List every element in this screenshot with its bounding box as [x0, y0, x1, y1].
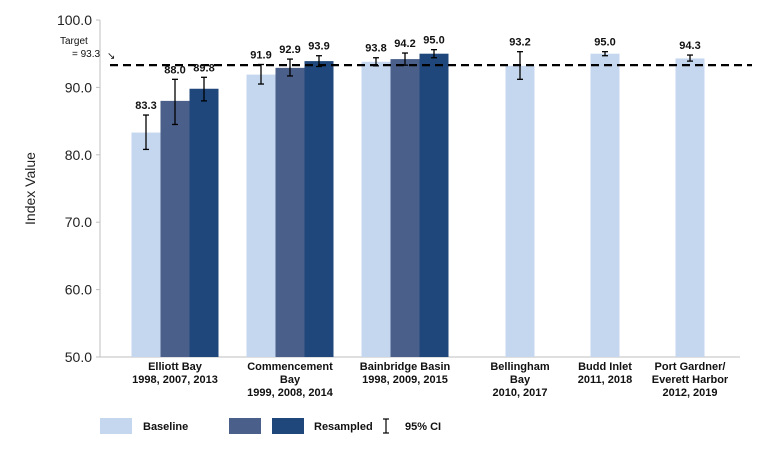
legend-swatch-resampled-2: [272, 418, 304, 434]
bar-resampled2: [419, 53, 449, 357]
legend-label-baseline: Baseline: [143, 421, 188, 433]
category-label: Budd Inlet 2011, 2018: [578, 361, 632, 386]
target-label: Target: [60, 36, 88, 47]
bar-baseline: [590, 53, 620, 357]
bar-baseline: [131, 132, 161, 357]
bar-baseline: [361, 61, 391, 358]
y-tick-label: 100.0: [57, 12, 92, 28]
bar-resampled2: [304, 61, 334, 357]
category-label: Elliott Bay 1998, 2007, 2013: [132, 361, 218, 386]
y-tick-label: 90.0: [65, 79, 92, 95]
category-label-line: Bainbridge Basin: [360, 361, 451, 373]
category-label-line: Elliott Bay: [148, 361, 203, 373]
data-label: 88.0: [164, 64, 185, 76]
data-label: 93.2: [509, 37, 530, 49]
legend-label-ci: 95% CI: [405, 421, 441, 433]
category-label: Commencement Bay 1999, 2008, 2014: [247, 361, 334, 399]
category-label-line: Bay: [280, 374, 301, 386]
category-label-line: Bellingham: [490, 361, 550, 373]
bar-resampled1: [160, 100, 190, 357]
category-label: Bellingham Bay 2010, 2017: [490, 361, 550, 399]
data-label: 94.3: [679, 40, 700, 52]
data-label: 95.0: [423, 35, 444, 47]
data-label: 83.3: [135, 100, 156, 112]
category-label-line: 1998, 2009, 2015: [362, 374, 448, 386]
category-label: Port Gardner/Everett Harbor 2012, 2019: [652, 361, 729, 399]
bar-baseline: [675, 58, 705, 357]
category-label-line: 2012, 2019: [662, 387, 717, 399]
data-label: 93.9: [308, 41, 329, 53]
category-label-line: 2011, 2018: [578, 374, 632, 386]
target-arrow-icon: ↘: [107, 51, 115, 62]
category-label-line: Budd Inlet: [578, 361, 632, 373]
category-label-line: Port Gardner/: [655, 361, 726, 373]
category-label: Bainbridge Basin 1998, 2009, 2015: [360, 361, 451, 386]
category-label-line: Bay: [510, 374, 531, 386]
bar-resampled1: [275, 67, 305, 357]
y-tick-label: 60.0: [65, 282, 92, 298]
y-tick-label: 80.0: [65, 147, 92, 163]
category-label-line: Commencement: [247, 361, 333, 373]
legend-swatch-baseline: [100, 418, 132, 434]
data-label: 89.8: [193, 62, 214, 74]
data-label: 95.0: [594, 37, 615, 49]
legend-swatch-resampled-1: [229, 418, 261, 434]
category-label-line: 2010, 2017: [492, 387, 547, 399]
data-label: 91.9: [250, 49, 271, 61]
y-axis-title: Index Value: [22, 152, 38, 225]
y-tick-label: 50.0: [65, 349, 92, 365]
category-label-line: 1998, 2007, 2013: [132, 374, 218, 386]
bar-baseline: [505, 65, 535, 357]
legend-label-resampled: Resampled: [314, 421, 373, 433]
data-label: 93.8: [365, 43, 386, 55]
target-value-label: = 93.3: [72, 49, 101, 60]
bar-resampled2: [189, 88, 219, 358]
y-tick-label: 70.0: [65, 214, 92, 230]
category-label-line: 1999, 2008, 2014: [247, 387, 334, 399]
bar-resampled1: [390, 59, 420, 357]
category-label-line: Everett Harbor: [652, 374, 729, 386]
bar-baseline: [246, 74, 276, 358]
data-label: 94.2: [394, 38, 415, 50]
data-label: 92.9: [279, 44, 300, 56]
